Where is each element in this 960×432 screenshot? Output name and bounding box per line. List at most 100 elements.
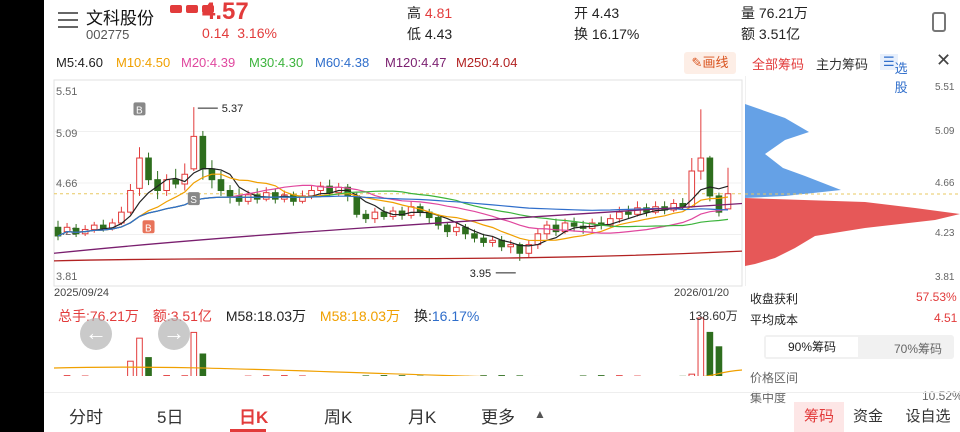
candle-down (353, 195, 361, 215)
candle-up (262, 192, 270, 200)
seg-70[interactable]: 70%筹码 (894, 342, 943, 356)
candle-down (398, 210, 406, 216)
chip-axis-label: 5.09 (935, 126, 955, 137)
candle-down (154, 179, 161, 191)
candle-down (362, 213, 370, 220)
candle-down (570, 222, 578, 227)
tab-5day[interactable]: 5日 (157, 408, 184, 427)
volume-bar-up (190, 331, 198, 376)
candle-up (453, 226, 460, 233)
open-quote: 开 4.43 (574, 5, 620, 21)
total-volume: 总手:76.21万 (58, 308, 139, 324)
stock-code: 002775 (86, 27, 130, 42)
prev-arrow-button[interactable]: ← (80, 318, 112, 350)
volume-bar-up (136, 337, 143, 376)
chip-axis-label: 5.51 (935, 82, 955, 93)
close-icon[interactable]: ✕ (936, 50, 952, 70)
chip-distribution-chart: 5.51 5.09 4.66 4.23 3.81 (745, 76, 960, 286)
volume-info: 总手:76.21万 额:3.51亿 M58:18.03万 M58:18.03万 … (58, 306, 489, 326)
buy-marker (133, 102, 146, 116)
candle-down (226, 189, 234, 197)
candle-up (244, 194, 252, 202)
active-tab-underline (230, 429, 266, 432)
amount-quote: 额 3.51亿 (741, 26, 801, 42)
y-tick-label: 5.09 (56, 128, 77, 140)
candle-up (670, 202, 677, 211)
y-tick-label: 4.66 (56, 178, 77, 190)
candle-up (317, 185, 324, 191)
volume-bar-up (688, 373, 696, 376)
turnover-quote: 换 16.17% (574, 26, 640, 42)
ma120-label: M120:4.47 (385, 55, 447, 70)
tab-all-chips[interactable]: 全部筹码 (752, 57, 805, 72)
low-quote: 低 4.43 (407, 26, 453, 42)
candle-down (516, 244, 524, 254)
capital-button[interactable]: 资金 (852, 408, 883, 425)
ma250-label: M250:4.04 (456, 55, 518, 70)
volume-max: 138.60万 (689, 309, 738, 323)
candle-down (99, 224, 107, 229)
kline-chart[interactable]: 5.515.094.664.233.815.373.95BBS2025/09/2… (44, 76, 744, 376)
ma120-line (53, 202, 743, 254)
candle-down (271, 192, 279, 200)
phone-rotate-icon[interactable] (932, 12, 946, 32)
chip-cost-area-lower (745, 198, 960, 266)
candle-down (434, 217, 442, 226)
vol-turnover: 换:16.17% (413, 308, 480, 324)
chip-profit-area-upper (745, 104, 841, 198)
low-annotation: 3.95 (470, 268, 491, 280)
chip-axis-label: 3.81 (935, 272, 955, 283)
tab-weekly[interactable]: 周K (324, 408, 353, 427)
period-tabs: 分时 5日 日K 周K 月K 更多 ▲ (44, 392, 960, 432)
chevron-up-icon[interactable]: ▲ (534, 407, 546, 421)
tab-more[interactable]: 更多 (481, 408, 515, 427)
vol-m58-b: M58:18.03万 (319, 308, 401, 324)
set-watchlist-button[interactable]: 设自选 (905, 408, 951, 425)
tab-monthly[interactable]: 月K (408, 408, 437, 427)
current-price: 4.57 (202, 0, 249, 25)
buy-marker-text: B (145, 223, 152, 234)
volume-bar-down (199, 353, 207, 376)
profit-label: 收盘获利 (750, 292, 799, 306)
volume-bar-down (715, 346, 723, 376)
volume-quote: 量 76.21万 (741, 5, 808, 21)
ma-legend: M5:4.60 M10:4.50 M20:4.39 M30:4.30 M60:4… (44, 50, 744, 74)
chip-range-segment: 90%筹码 70%筹码 (764, 335, 954, 359)
tab-timeshare[interactable]: 分时 (69, 408, 103, 427)
candle-up (616, 211, 623, 220)
high-annotation: 5.37 (222, 103, 243, 115)
date-start: 2025/09/24 (54, 287, 109, 299)
candle-up (606, 218, 614, 226)
candle-up (489, 239, 496, 243)
candle-up (534, 233, 542, 246)
candle-up (299, 195, 306, 202)
candle-up (525, 244, 533, 254)
candle-up (136, 157, 143, 189)
tab-pick-stock[interactable]: ☰ 选股 (880, 54, 908, 95)
avg-cost-value: 4.51 (934, 311, 958, 325)
candle-down (199, 135, 207, 170)
tab-main-chips[interactable]: 主力筹码 (816, 57, 869, 72)
ma250-line (53, 250, 743, 262)
draw-line-button[interactable]: ✎画线 (684, 52, 736, 74)
buy-marker (142, 220, 155, 234)
volume-bar-up (127, 360, 134, 376)
buy-marker-text: B (136, 105, 143, 116)
chips-button[interactable]: 筹码 (794, 402, 844, 432)
ma20-label: M20:4.39 (181, 55, 236, 70)
ma60-line (57, 195, 729, 237)
candle-up (190, 135, 198, 170)
next-arrow-button[interactable]: → (158, 318, 190, 350)
price-change: 0.14 3.16% (202, 25, 285, 41)
candle-down (172, 179, 180, 185)
seg-90[interactable]: 90%筹码 (766, 337, 858, 357)
tab-daily[interactable]: 日K (239, 408, 269, 427)
stock-name: 文科股份 (86, 9, 154, 28)
change-value: 0.14 (202, 25, 230, 41)
high-quote: 高 4.81 (407, 5, 453, 21)
volume-bar-up (697, 317, 705, 376)
ma5-line (57, 168, 729, 247)
menu-icon[interactable] (58, 12, 78, 28)
candle-up (697, 157, 705, 172)
y-tick-label: 5.51 (56, 86, 77, 98)
